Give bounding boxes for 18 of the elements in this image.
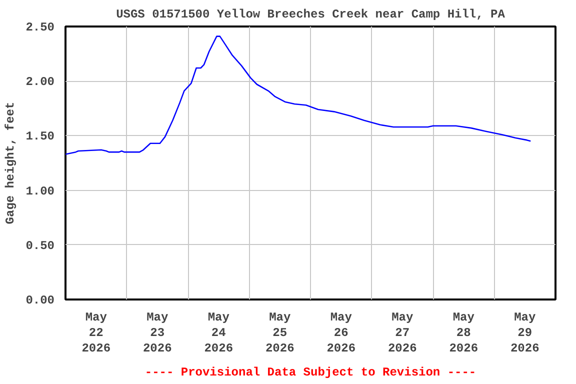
chart-title: USGS 01571500 Yellow Breeches Creek near Camp Hill, PA: [116, 8, 506, 22]
y-axis-title: Gage height, feet: [4, 102, 18, 224]
y-tick-label: 2.00: [26, 75, 55, 90]
y-tick-label: 2.50: [26, 20, 55, 34]
line-series: [66, 36, 532, 155]
y-tick-label: 0.50: [26, 238, 55, 253]
x-tick-label: May 23 2026: [142, 310, 172, 356]
x-tick-label: May 25 2026: [265, 310, 294, 356]
x-tick-label: May 24 2026: [204, 310, 234, 356]
x-tick-label: May 28 2026: [449, 310, 478, 356]
x-tick-label: May 29 2026: [510, 310, 540, 356]
x-tick-label: May 22 2026: [82, 310, 111, 356]
y-tick-label: 0.00: [26, 294, 55, 308]
x-tick-label: May 27 2026: [388, 310, 417, 356]
x-tick-label: May 26 2026: [326, 310, 356, 356]
y-tick-label: 1.50: [26, 130, 55, 144]
text: ---- Provisional Data Subject to Revision ----: [144, 366, 476, 380]
y-tick-label: 1.00: [26, 184, 55, 198]
